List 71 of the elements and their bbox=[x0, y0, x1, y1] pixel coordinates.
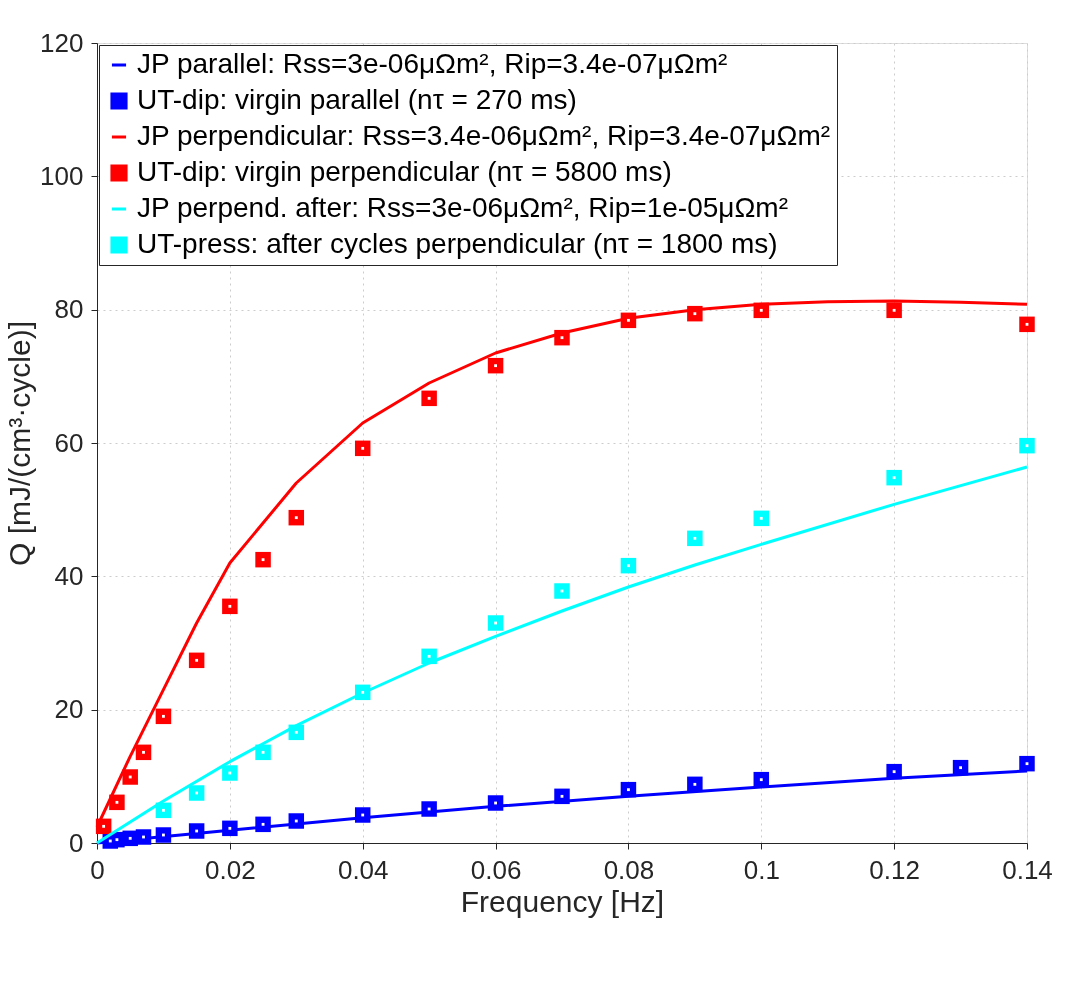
point bbox=[487, 795, 504, 811]
point bbox=[687, 776, 703, 793]
x-tick-label: 0.02 bbox=[205, 854, 256, 885]
x-tick-label: 0.04 bbox=[337, 854, 389, 885]
point bbox=[222, 765, 238, 781]
y-tick-label: 120 bbox=[40, 27, 84, 58]
point bbox=[122, 769, 138, 785]
point bbox=[155, 827, 172, 843]
point bbox=[687, 530, 703, 547]
y-tick-label: 0 bbox=[69, 827, 84, 858]
point bbox=[421, 390, 437, 407]
point bbox=[1019, 755, 1035, 772]
y-tick-label: 40 bbox=[54, 560, 84, 591]
point bbox=[554, 788, 570, 805]
point bbox=[155, 708, 172, 725]
point bbox=[554, 329, 570, 346]
point bbox=[222, 820, 238, 837]
y-tick-label: 100 bbox=[40, 160, 84, 191]
legend-label: UT-dip: virgin perpendicular (nτ = 5800 ms) bbox=[137, 156, 672, 187]
point bbox=[255, 744, 271, 761]
point bbox=[421, 801, 437, 817]
y-tick-label: 20 bbox=[54, 694, 84, 725]
point bbox=[188, 823, 205, 839]
point bbox=[753, 510, 770, 527]
point bbox=[620, 557, 637, 574]
x-tick-label: 0.08 bbox=[603, 854, 655, 885]
y-tick-label: 60 bbox=[54, 427, 84, 458]
point bbox=[952, 759, 969, 776]
y-axis-title: Q [mJ/(cm³·cycle)] bbox=[3, 321, 37, 566]
point bbox=[255, 551, 271, 568]
point bbox=[487, 357, 504, 374]
x-tick-label: 0.12 bbox=[869, 854, 920, 885]
point bbox=[886, 469, 902, 486]
point bbox=[95, 818, 112, 835]
point bbox=[620, 781, 637, 798]
point bbox=[354, 684, 371, 701]
point bbox=[188, 652, 205, 669]
point bbox=[188, 785, 205, 801]
legend-label: UT-press: after cycles perpendicular (nτ = 1800 ms) bbox=[137, 228, 778, 259]
point bbox=[886, 302, 902, 319]
point bbox=[255, 816, 271, 833]
point bbox=[753, 302, 770, 319]
x-axis-title: Frequency [Hz] bbox=[460, 884, 665, 918]
point bbox=[354, 807, 371, 823]
legend-label: JP parallel: Rss=3e-06μΩm², Rip=3.4e-07μΩm² bbox=[137, 48, 728, 79]
point bbox=[222, 598, 238, 615]
point bbox=[354, 440, 371, 457]
legend-label: UT-dip: virgin parallel (nτ = 270 ms) bbox=[137, 84, 577, 115]
point bbox=[135, 744, 152, 761]
x-tick-label: 0.14 bbox=[1002, 854, 1053, 885]
point bbox=[554, 583, 570, 599]
point bbox=[109, 794, 125, 811]
y-tick-label: 80 bbox=[54, 294, 84, 325]
point bbox=[487, 615, 504, 631]
point bbox=[288, 724, 305, 741]
legend-label: JP perpend. after: Rss=3e-06μΩm², Rip=1e-05μΩm² bbox=[137, 192, 788, 223]
x-tick-label: 0.1 bbox=[743, 854, 780, 885]
point bbox=[288, 813, 305, 829]
point bbox=[1019, 437, 1035, 454]
point bbox=[886, 763, 902, 780]
legend-label: JP perpendicular: Rss=3.4e-06μΩm², Rip=3.4e-07μΩm² bbox=[137, 120, 831, 151]
point bbox=[620, 312, 637, 329]
point bbox=[155, 802, 172, 819]
point bbox=[753, 771, 770, 788]
point bbox=[687, 305, 703, 322]
point bbox=[288, 509, 305, 526]
x-tick-label: 0.06 bbox=[470, 854, 522, 885]
point bbox=[135, 829, 152, 845]
point bbox=[1019, 316, 1035, 333]
x-tick-label: 0 bbox=[90, 854, 105, 885]
point bbox=[421, 648, 437, 665]
